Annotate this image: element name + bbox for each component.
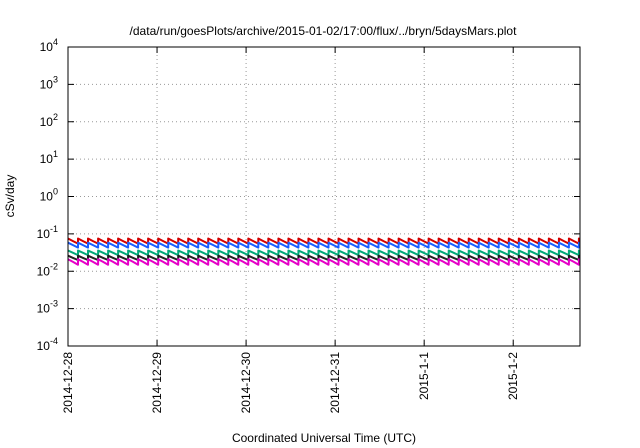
y-tick-label: 102 (40, 112, 58, 129)
y-tick-label: 100 (40, 187, 58, 204)
y-axis-label: cSv/day (3, 175, 17, 218)
x-tick-label: 2014-12-28 (61, 352, 75, 414)
series-lines (67, 237, 581, 266)
series-line-1 (67, 237, 581, 245)
y-tick-label: 10-1 (37, 224, 58, 241)
x-axis-label: Coordinated Universal Time (UTC) (232, 431, 416, 445)
y-tick-label: 101 (40, 149, 58, 166)
x-tick-label: 2015-1-2 (506, 352, 520, 400)
series-line-2 (67, 241, 581, 249)
grid-lines (68, 47, 580, 346)
y-tick-label: 104 (40, 37, 58, 54)
x-tick-label: 2014-12-30 (239, 352, 253, 414)
y-axis: 10-4 10-3 10-2 10-1 100 101 102 103 104 (37, 37, 580, 353)
x-tick-label: 2015-1-1 (417, 352, 431, 400)
y-tick-label: 10-3 (37, 299, 58, 316)
series-line-4 (67, 254, 581, 261)
y-tick-label: 10-4 (37, 336, 58, 353)
y-tick-label: 10-2 (37, 261, 58, 278)
chart-title: /data/run/goesPlots/archive/2015-01-02/1… (130, 24, 518, 38)
series-line-3 (67, 249, 581, 257)
y-tick-label: 103 (40, 74, 58, 91)
series-line-5 (67, 258, 581, 266)
x-tick-label: 2014-12-29 (150, 352, 164, 414)
x-tick-label: 2014-12-31 (328, 352, 342, 414)
x-axis: 2014-12-28 2014-12-29 2014-12-30 2014-12-31… (61, 47, 520, 413)
